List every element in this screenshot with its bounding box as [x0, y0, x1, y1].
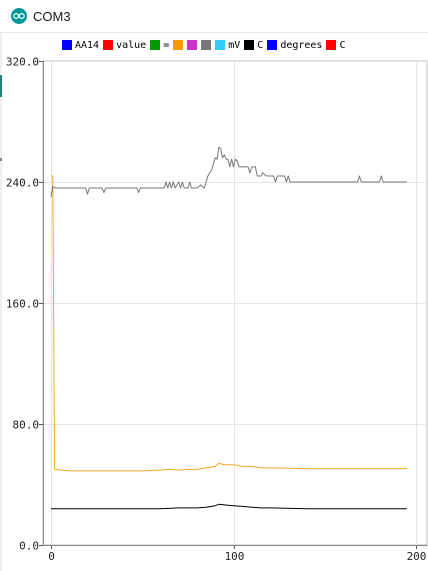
legend-swatch: [62, 40, 72, 50]
series-line-1: [50, 146, 407, 198]
y-tick-label: 80.0: [13, 419, 40, 432]
x-tick-label: 200: [407, 550, 427, 563]
legend-swatch: [187, 40, 198, 50]
legend-swatch: [326, 40, 337, 50]
y-tick-label: 160.0: [6, 298, 39, 311]
left-edge-marker: [0, 158, 2, 161]
title-bar: COM3: [0, 0, 428, 33]
legend-label: =: [163, 39, 170, 51]
x-tick-label: 0: [48, 550, 55, 563]
legend-swatch: [201, 40, 212, 50]
legend-swatch: [173, 40, 184, 50]
series-line-2: [51, 503, 407, 510]
legend-swatch: [150, 40, 161, 50]
left-edge-strip: [0, 33, 2, 571]
legend-label: AA14: [75, 39, 100, 51]
y-tick-label: 240.0: [6, 177, 39, 190]
legend-label: degrees: [280, 39, 323, 51]
y-tick-label: 0.0: [19, 540, 39, 553]
arduino-icon: [11, 8, 27, 24]
legend-label: mV: [228, 39, 241, 51]
y-tick-label: 320.0: [6, 56, 39, 69]
legend-label: C: [257, 39, 264, 51]
legend-swatch: [244, 40, 255, 50]
window-title: COM3: [33, 8, 71, 24]
legend-label: C: [339, 39, 346, 51]
x-tick-label: 100: [225, 550, 245, 563]
legend-swatch: [215, 40, 226, 50]
legend-label: value: [116, 39, 147, 51]
legend-swatch: [103, 40, 114, 50]
series-line-0: [51, 175, 407, 472]
left-edge-marker: [0, 75, 2, 97]
legend-swatch: [267, 40, 278, 50]
